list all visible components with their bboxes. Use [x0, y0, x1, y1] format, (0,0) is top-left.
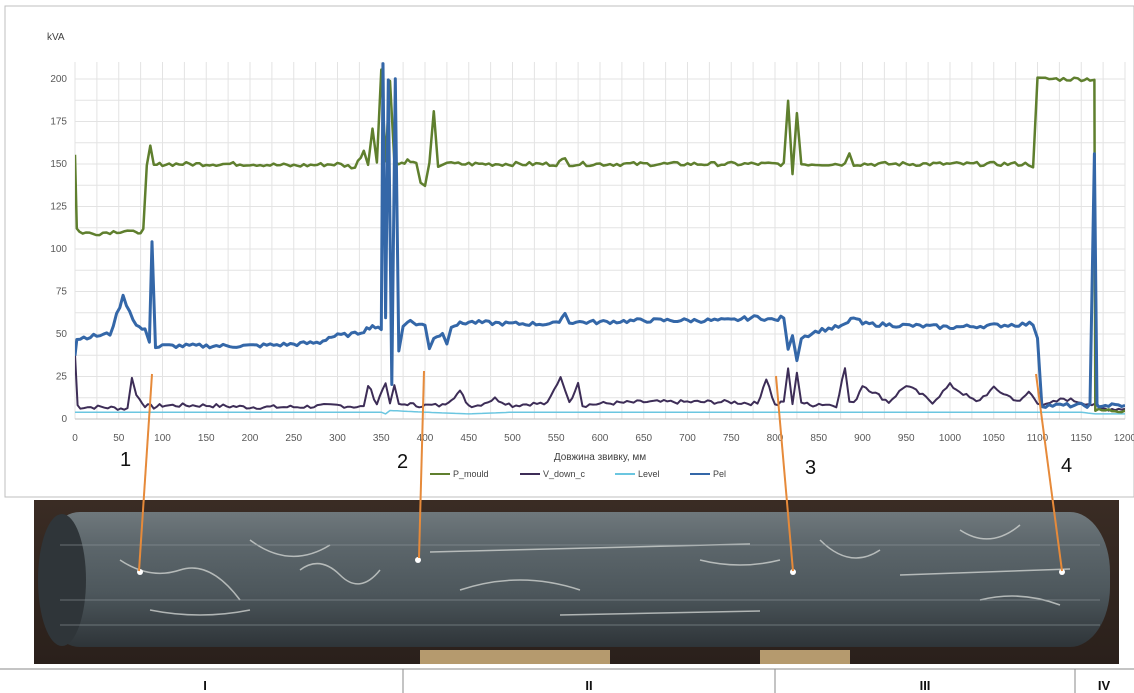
x-tick-label: 700 [679, 433, 696, 444]
arrow-2 [418, 370, 425, 559]
annotation-2: 2 [397, 451, 408, 473]
ingot-photo [34, 500, 1119, 664]
y-unit-label: kVA [47, 32, 65, 43]
x-tick-label: 1000 [939, 433, 962, 444]
section-label-4: IV [1098, 678, 1111, 693]
legend-label: Pel [713, 469, 726, 479]
x-tick-label: 200 [242, 433, 259, 444]
ingot-surface-lines [60, 544, 1100, 626]
section-label-3: III [920, 678, 931, 693]
section-label-1: I [203, 678, 207, 693]
x-tick-label: 300 [329, 433, 346, 444]
y-tick-label: 125 [50, 202, 67, 213]
x-tick-label: 1050 [983, 433, 1006, 444]
ingot-end [38, 514, 86, 646]
x-tick-label: 150 [198, 433, 215, 444]
annotation-4: 4 [1061, 455, 1072, 477]
x-tick-label: 350 [373, 433, 390, 444]
defect-spot-2 [415, 557, 421, 563]
defect-spot-3 [790, 569, 796, 575]
x-tick-label: 800 [767, 433, 784, 444]
legend-label: V_down_c [543, 469, 586, 479]
y-tick-label: 50 [56, 329, 68, 340]
x-tick-label: 900 [854, 433, 871, 444]
annotation-1: 1 [120, 449, 131, 471]
y-tick-label: 100 [50, 244, 67, 255]
x-tick-label: 100 [154, 433, 171, 444]
x-tick-label: 400 [417, 433, 434, 444]
series-lines [75, 62, 1125, 415]
x-tick-label: 1100 [1027, 433, 1049, 444]
x-tick-label: 0 [72, 433, 78, 444]
x-tick-label: 50 [113, 433, 125, 444]
arrow-1 [138, 373, 153, 572]
x-axis-label: Довжина звивку, мм [554, 452, 646, 463]
support-block-left [420, 650, 610, 664]
arrow-4 [1035, 373, 1063, 572]
x-tick-label: 850 [810, 433, 827, 444]
pointer-arrows [138, 370, 1063, 572]
y-tick-label: 25 [56, 372, 68, 383]
x-tick-label: 600 [592, 433, 609, 444]
y-tick-label: 175 [50, 117, 67, 128]
series-line-level [75, 409, 1125, 415]
section-row: I II III IV [0, 668, 1134, 693]
x-tick-label: 500 [504, 433, 521, 444]
x-tick-label: 250 [285, 433, 302, 444]
annotation-3: 3 [805, 457, 816, 479]
x-tick-label: 1200 [1114, 433, 1134, 444]
x-tick-label: 750 [723, 433, 740, 444]
y-tick-labels: 0 25 50 75 100 125 150 175 200 [50, 74, 67, 425]
legend-label: Level [638, 469, 660, 479]
x-tick-labels: 0 50 100 150 200 250 300 350 400 450 500 550 600 650 7… [72, 433, 1134, 444]
y-tick-label: 150 [50, 159, 67, 170]
legend: P_mould V_down_c Level Pel [430, 469, 726, 479]
defect-spot-4 [1059, 569, 1065, 575]
ingot-body [40, 512, 1110, 647]
chart-panel [4, 5, 1134, 498]
series-line-pel [75, 62, 1125, 409]
x-tick-label: 450 [460, 433, 477, 444]
x-tick-label: 1150 [1070, 433, 1092, 444]
y-tick-label: 75 [56, 287, 68, 298]
x-tick-label: 650 [635, 433, 652, 444]
y-tick-label: 200 [50, 74, 67, 85]
y-tick-label: 0 [61, 414, 67, 425]
support-block-right [760, 650, 850, 664]
gridlines [74, 62, 1126, 420]
x-tick-label: 950 [898, 433, 915, 444]
legend-label: P_mould [453, 469, 489, 479]
section-label-2: II [585, 678, 592, 693]
series-line-p-mould [75, 68, 1125, 414]
x-tick-label: 550 [548, 433, 565, 444]
arrow-3 [775, 375, 794, 572]
series-line-v-down-c [75, 354, 1125, 412]
